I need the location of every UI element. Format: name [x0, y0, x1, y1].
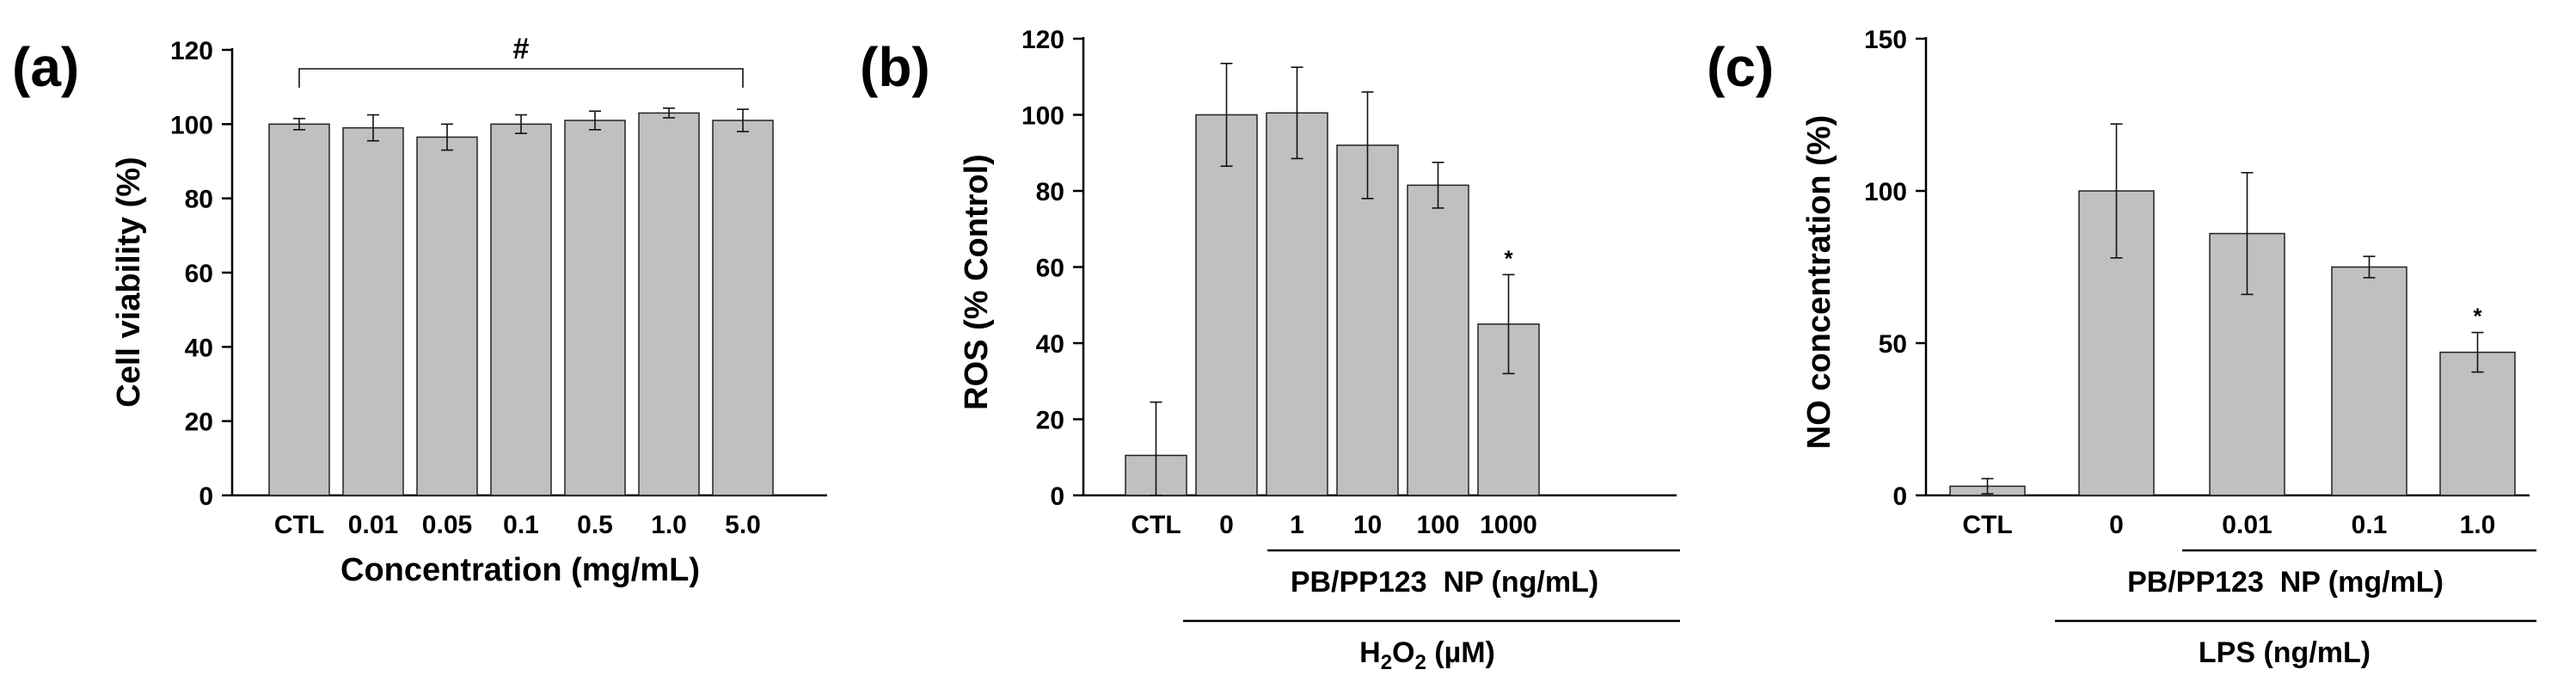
panel-a-ylabel: Cell viability (%): [111, 157, 147, 407]
panel-b-x-tick-label: 10: [1353, 511, 1382, 539]
panel-c-y-tick-label: 0: [1892, 482, 1907, 511]
panel-a-y-tick-label: 0: [199, 482, 213, 511]
panel-c-x-tick-label: 1.0: [2460, 511, 2496, 539]
panel-c-bar-1.0: [2439, 351, 2516, 496]
panel-c-x-tick-label: CTL: [1962, 511, 2012, 539]
panel-c-ylabel: NO concentration (%): [1801, 115, 1837, 449]
panel-c-group-lps-label: LPS (ng/mL): [2199, 636, 2371, 669]
panel-c-y-tick-label: 150: [1864, 26, 1907, 54]
panel-b-y-tick-label: 100: [1021, 102, 1064, 131]
panel-b-letter: (b): [860, 36, 930, 98]
panel-a-y-tick-label: 40: [185, 334, 213, 362]
panel-b-bar-1: [1266, 112, 1328, 496]
panel-a-y-tick-label: 80: [185, 186, 213, 214]
panel-c-x-tick-label: 0.01: [2222, 511, 2272, 539]
panel-c-group-np-label: PB/PP123 NP (mg/mL): [2127, 566, 2444, 599]
panel-b-y-tick-label: 80: [1036, 178, 1064, 206]
panel-a-y-tick-label: 60: [185, 260, 213, 288]
panel-b-bar-0: [1195, 114, 1258, 496]
panel-a-bar-0.1: [490, 123, 552, 496]
panel-b-y-tick-label: 40: [1036, 330, 1064, 359]
panel-a-x-tick-label: CTL: [274, 511, 324, 539]
panel-c-letter: (c): [1707, 36, 1774, 98]
panel-a-y-tick-label: 120: [170, 37, 213, 65]
panel-b-y-tick-label: 0: [1050, 482, 1064, 511]
panel-a-bar-0.01: [342, 126, 404, 496]
panel-b-x-tick-label: CTL: [1131, 511, 1181, 539]
panel-a-xlabel: Concentration (mg/mL): [340, 552, 700, 588]
panel-a-x-tick-label: 0.5: [577, 511, 613, 539]
panel-b-y-tick-label: 120: [1021, 26, 1064, 54]
panel-c-y-tick-label: 100: [1864, 178, 1907, 206]
panel-a-letter: (a): [12, 36, 79, 98]
panel-a-bracket: [298, 68, 744, 88]
panel-a-y-tick-label: 20: [185, 408, 213, 437]
panel-b-y-tick-label: 60: [1036, 255, 1064, 283]
panel-c-bar-0.1: [2331, 266, 2407, 496]
panel-b-group-h2o2-label: H2O2 (µM): [1359, 636, 1495, 674]
panel-c-x-tick-label: 0.1: [2352, 511, 2388, 539]
panel-c-y-tick-label: 50: [1879, 330, 1907, 359]
panel-b-ylabel: ROS (% Control): [959, 154, 995, 410]
panel-b-x-tick-label: 1: [1290, 511, 1304, 539]
panel-a-y-tick-label: 100: [170, 111, 213, 139]
panel-a-bar-1.0: [638, 112, 700, 496]
panel-a-x-tick-label: 1.0: [651, 511, 687, 539]
panel-a-x-tick-label: 0.01: [348, 511, 398, 539]
panel-a-x-tick-label: 5.0: [725, 511, 761, 539]
panel-a-bar-0.05: [416, 136, 478, 496]
panel-b-x-tick-label: 1000: [1480, 511, 1537, 539]
panel-c-significance-star: *: [2473, 304, 2482, 329]
panel-b-y-tick-label: 20: [1036, 407, 1064, 435]
panel-c-x-tick-label: 0: [2109, 511, 2124, 539]
panel-b-significance-star: *: [1504, 245, 1513, 271]
panel-a-bar-CTL: [268, 123, 330, 496]
panel-a-x-tick-label: 0.1: [503, 511, 539, 539]
panel-a-x-tick-label: 0.05: [422, 511, 472, 539]
panel-a-bracket-label: #: [513, 33, 530, 65]
panel-b-x-tick-label: 0: [1219, 511, 1234, 539]
panel-a-bar-0.5: [564, 120, 626, 496]
panel-b-bar-100: [1407, 184, 1469, 496]
panel-b-group-np-label: PB/PP123 NP (ng/mL): [1291, 566, 1598, 599]
panel-b-x-tick-label: 100: [1416, 511, 1459, 539]
panel-a-bar-5.0: [712, 120, 774, 496]
